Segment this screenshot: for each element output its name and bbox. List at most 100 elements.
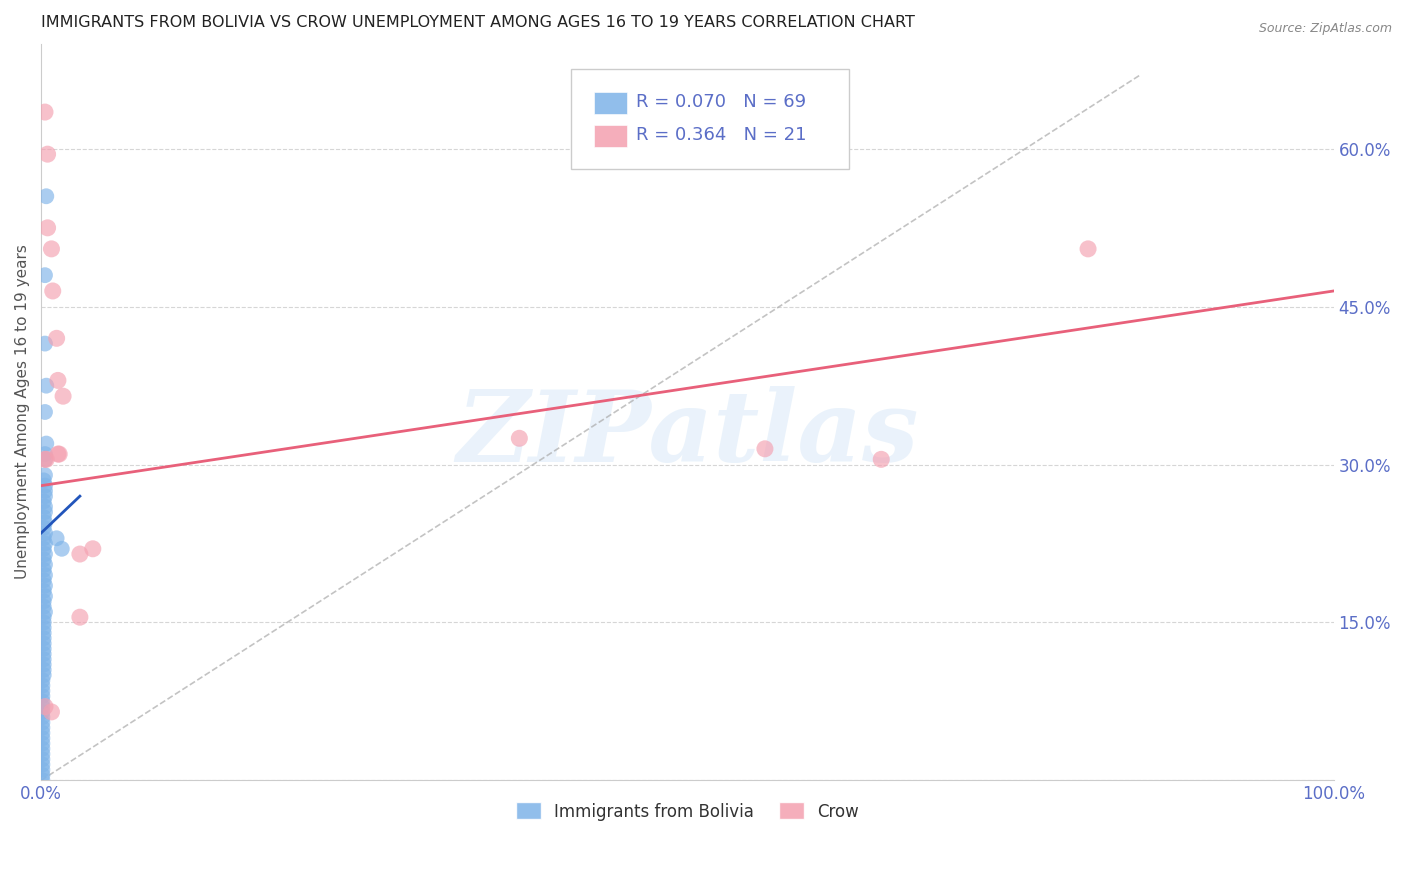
Point (69, 547, 91, 561)
Point (31, 705, 53, 719)
Point (45, 331, 67, 345)
Point (32, 663, 55, 677)
Point (32, 647, 55, 661)
Legend: Immigrants from Bolivia, Crow: Immigrants from Bolivia, Crow (509, 796, 866, 827)
Point (32, 594, 55, 608)
Point (32, 510, 55, 524)
Point (31, 715, 53, 730)
Point (32, 494, 55, 508)
Point (32, 632, 55, 646)
Point (42, 284, 65, 298)
Point (31, 747, 53, 761)
Point (32, 668, 55, 682)
Point (82, 541, 104, 556)
FancyBboxPatch shape (595, 125, 627, 147)
Point (31, 731, 53, 746)
Point (32, 583, 55, 598)
Point (32, 541, 55, 556)
Text: R = 0.070   N = 69: R = 0.070 N = 69 (636, 93, 806, 111)
Point (34, 483, 56, 498)
Point (31, 721, 53, 735)
Point (34, 589, 56, 603)
Point (35, 452, 58, 467)
Point (45, 531, 67, 545)
Y-axis label: Unemployment Among Ages 16 to 19 years: Unemployment Among Ages 16 to 19 years (15, 244, 30, 580)
Point (32, 641, 55, 656)
FancyBboxPatch shape (571, 70, 849, 169)
Point (31, 763, 53, 777)
Text: IMMIGRANTS FROM BOLIVIA VS CROW UNEMPLOYMENT AMONG AGES 16 TO 19 YEARS CORRELATI: IMMIGRANTS FROM BOLIVIA VS CROW UNEMPLOY… (41, 15, 915, 30)
Point (31, 757, 53, 772)
Point (32, 563, 55, 577)
Point (32, 574, 55, 588)
Point (35, 436, 58, 450)
Point (31, 710, 53, 724)
Text: R = 0.364   N = 21: R = 0.364 N = 21 (636, 126, 806, 145)
Point (31, 768, 53, 782)
Point (41, 705, 63, 719)
Point (35, 189, 58, 203)
Point (34, 516, 56, 530)
Point (31, 752, 53, 766)
Point (31, 773, 53, 788)
Point (508, 431, 530, 445)
Point (34, 526, 56, 541)
Point (46, 373, 69, 387)
Point (34, 336, 56, 351)
Point (32, 610, 55, 624)
Point (32, 531, 55, 545)
Point (34, 452, 56, 467)
Point (34, 558, 56, 572)
Point (69, 610, 91, 624)
Point (34, 468, 56, 483)
Point (1077, 242, 1099, 256)
Point (34, 547, 56, 561)
FancyBboxPatch shape (595, 92, 627, 113)
Point (41, 242, 63, 256)
Point (34, 447, 56, 461)
Point (32, 626, 55, 640)
Point (34, 105, 56, 120)
Point (34, 579, 56, 593)
Text: Source: ZipAtlas.com: Source: ZipAtlas.com (1258, 22, 1392, 36)
Point (754, 442, 776, 456)
Point (51, 541, 73, 556)
Point (37, 147, 59, 161)
Point (34, 268, 56, 282)
Point (34, 452, 56, 467)
Point (31, 673, 53, 688)
Point (34, 568, 56, 582)
Point (34, 405, 56, 419)
Point (32, 599, 55, 614)
Point (31, 694, 53, 708)
Point (31, 736, 53, 750)
Point (34, 489, 56, 503)
Point (46, 447, 69, 461)
Point (34, 505, 56, 519)
Point (32, 621, 55, 635)
Point (34, 536, 56, 550)
Point (32, 636, 55, 650)
Point (870, 452, 893, 467)
Point (32, 652, 55, 666)
Point (52, 389, 75, 403)
Point (32, 521, 55, 535)
Point (37, 220, 59, 235)
Point (34, 478, 56, 492)
Point (32, 474, 55, 488)
Point (31, 689, 53, 703)
Point (32, 657, 55, 672)
Point (34, 605, 56, 619)
Point (35, 378, 58, 392)
Text: ZIPatlas: ZIPatlas (456, 386, 918, 483)
Point (48, 447, 70, 461)
Point (31, 683, 53, 698)
Point (34, 699, 56, 714)
Point (31, 679, 53, 693)
Point (32, 552, 55, 566)
Point (31, 726, 53, 740)
Point (31, 741, 53, 756)
Point (31, 699, 53, 714)
Point (32, 615, 55, 630)
Point (34, 500, 56, 514)
